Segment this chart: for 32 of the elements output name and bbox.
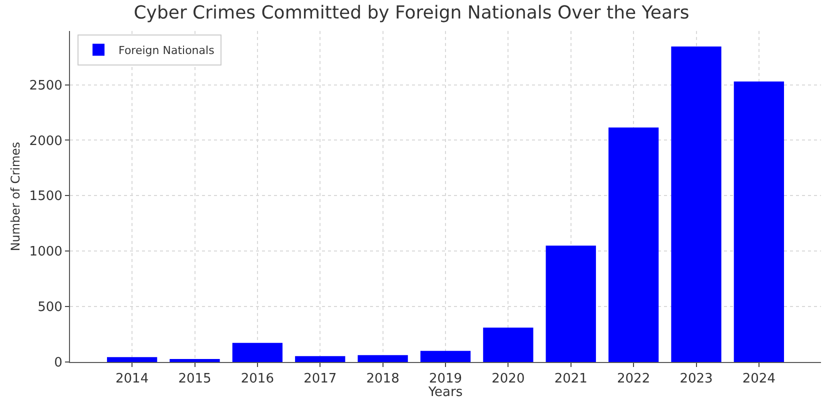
x-tick-label: 2014 (116, 372, 149, 387)
legend-label: Foreign Nationals (118, 44, 215, 58)
y-tick-label: 2000 (29, 134, 62, 149)
bar (170, 359, 220, 362)
x-tick-label: 2016 (240, 372, 274, 387)
x-tick-label: 2020 (492, 372, 525, 387)
bar (734, 81, 784, 362)
y-tick-label: 1000 (29, 244, 62, 260)
bar (546, 246, 596, 362)
x-tick-label: 2018 (366, 372, 400, 387)
bar (295, 356, 346, 362)
y-tick-label: 1500 (29, 189, 62, 204)
bar (608, 127, 659, 362)
x-tick-label: 2024 (742, 372, 776, 387)
bar (420, 350, 471, 362)
x-tick-label: 2017 (304, 372, 337, 387)
bar (106, 357, 158, 362)
chart-title: Cyber Crimes Committed by Foreign Nationals Over the Years (134, 2, 690, 24)
bar (232, 342, 283, 362)
x-tick-label: 2015 (178, 372, 212, 387)
bar (358, 355, 408, 362)
bar (671, 46, 722, 362)
y-axis-title: Number of Crimes (8, 142, 23, 252)
y-tick-label: 0 (54, 356, 62, 371)
y-tick-label: 500 (38, 300, 62, 316)
x-tick-label: 2023 (680, 372, 713, 387)
y-tick-label: 2500 (29, 78, 62, 94)
x-axis-title: Years (427, 385, 463, 400)
x-tick-label: 2021 (554, 372, 588, 387)
bar (483, 328, 534, 362)
x-tick-label: 2019 (428, 372, 462, 387)
x-tick-label: 2022 (617, 372, 650, 387)
